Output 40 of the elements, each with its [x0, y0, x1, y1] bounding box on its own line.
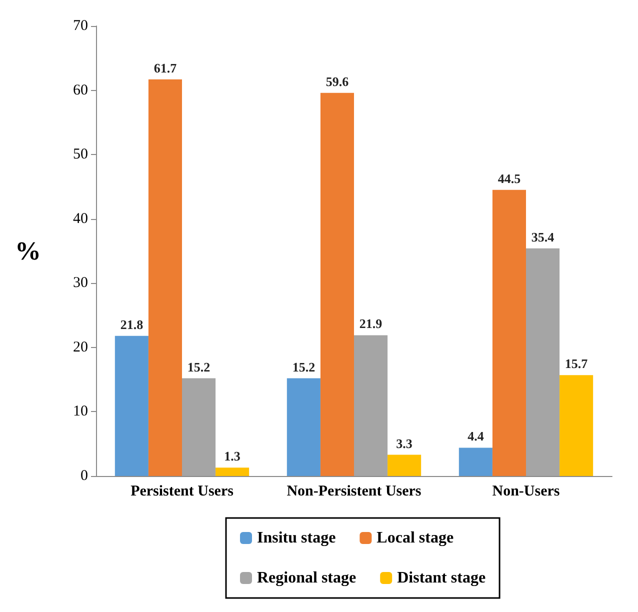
- bar: [114, 336, 148, 476]
- y-tick-label: 70: [73, 18, 88, 34]
- y-tick-label: 60: [73, 82, 88, 98]
- data-label: 1.3: [224, 448, 241, 464]
- bar: [148, 79, 182, 476]
- legend-label: Distant stage: [397, 570, 486, 586]
- data-label: 15.7: [564, 356, 588, 372]
- bar: [320, 92, 354, 476]
- bar: [286, 378, 320, 476]
- data-label: 21.8: [120, 316, 144, 332]
- bar: [560, 375, 594, 476]
- data-label: 15.2: [292, 359, 316, 374]
- y-tick-label: 30: [73, 275, 88, 292]
- y-tick-label: 50: [73, 146, 88, 163]
- data-label: 4.4: [468, 428, 484, 444]
- x-tick-label: Persistent Users: [130, 484, 234, 500]
- data-label: 35.4: [531, 229, 555, 244]
- bar: [458, 448, 492, 476]
- bar: [388, 454, 422, 476]
- y-tick-label: 20: [73, 339, 88, 356]
- bar: [354, 335, 388, 476]
- bar: [216, 468, 250, 476]
- legend-label: Insitu stage: [257, 530, 336, 546]
- x-tick-label: Non-Persistent Users: [286, 484, 422, 500]
- bar: [182, 378, 216, 476]
- data-label: 59.6: [326, 74, 350, 89]
- legend-label: Local stage: [376, 530, 454, 546]
- x-tick-label: Non-Users: [492, 484, 560, 500]
- y-tick-label: 10: [73, 404, 88, 420]
- bar: [526, 248, 560, 476]
- data-label: 61.7: [154, 60, 178, 76]
- y-tick-label: 40: [73, 210, 88, 227]
- data-label: 44.5: [498, 170, 522, 186]
- legend-label: Regional stage: [257, 570, 356, 586]
- data-label: 15.2: [187, 359, 210, 374]
- y-axis-title: %: [15, 236, 41, 266]
- data-label: 3.3: [396, 436, 413, 451]
- data-label: 21.9: [359, 316, 383, 332]
- y-tick-label: 0: [80, 468, 88, 484]
- bar: [492, 190, 526, 476]
